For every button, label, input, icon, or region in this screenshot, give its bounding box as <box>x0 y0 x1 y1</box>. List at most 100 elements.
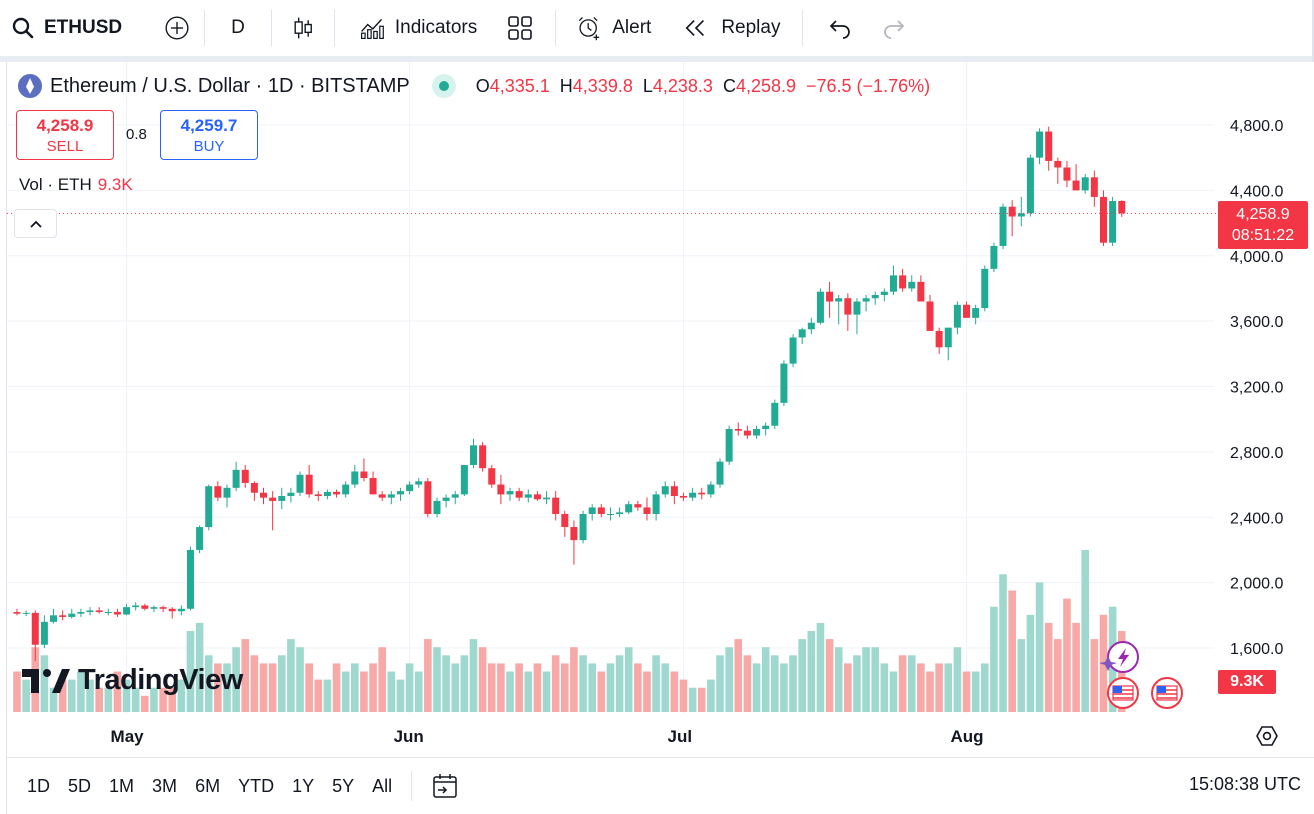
high-key: H <box>559 75 573 96</box>
candle-body <box>579 513 587 541</box>
range-6m[interactable]: 6M <box>195 775 221 796</box>
range-ytd[interactable]: YTD <box>238 775 275 796</box>
volume-bar <box>469 639 478 712</box>
candle-body <box>963 304 971 318</box>
chart-type-button[interactable] <box>276 8 330 48</box>
volume-bar <box>697 687 706 712</box>
range-1m[interactable]: 1M <box>109 775 135 796</box>
candle-body <box>470 445 477 465</box>
candle-body <box>1099 196 1107 243</box>
volume-bar <box>268 663 277 712</box>
symbol-title[interactable]: Ethereum / U.S. Dollar · 1D · BITSTAMP <box>50 74 410 97</box>
utc-clock[interactable]: 15:08:38 UTC <box>1188 774 1301 794</box>
volume-bar <box>168 687 177 712</box>
buy-button[interactable]: 4,259.7 BUY <box>160 110 258 160</box>
spread-value: 0.8 <box>126 126 147 143</box>
tradingview-logo[interactable]: TradingView <box>22 664 243 697</box>
tradingview-mark-icon <box>22 668 70 693</box>
volume-bar <box>752 663 761 712</box>
candle-body <box>816 291 824 323</box>
candle-body <box>168 608 176 612</box>
volume-bar <box>871 647 880 712</box>
candle-body <box>68 613 76 617</box>
volume-bar <box>378 647 386 712</box>
volume-bar <box>369 663 377 712</box>
candle-body <box>296 474 304 493</box>
interval-button[interactable]: D <box>209 8 267 48</box>
candle-body <box>333 491 341 495</box>
undo-button[interactable] <box>807 8 871 48</box>
candle-body <box>990 245 998 269</box>
change-value: −76.5 (−1.76%) <box>806 75 931 96</box>
volume-bar <box>716 655 724 712</box>
volume-bar <box>515 663 523 712</box>
indicators-button[interactable]: Indicators <box>339 8 487 48</box>
volume-bar <box>13 671 21 712</box>
candle-body <box>780 363 788 403</box>
tradingview-wordmark: TradingView <box>78 664 243 696</box>
market-open-icon[interactable] <box>431 74 456 98</box>
range-1d[interactable]: 1D <box>27 775 51 796</box>
candle-body <box>597 507 605 514</box>
range-5d[interactable]: 5D <box>68 775 92 796</box>
last-price-label[interactable]: 4,258.9 08:51:22 <box>1218 201 1308 249</box>
sell-button[interactable]: 4,258.9 SELL <box>16 110 114 160</box>
price-chart[interactable]: 4,800.0 4,400.0 4,000.0 3,600.0 3,200.0 2,800… <box>0 0 1314 757</box>
candle-body <box>771 402 779 426</box>
volume-bar <box>652 655 660 712</box>
compare-symbol-button[interactable] <box>154 8 200 48</box>
volume-bar <box>542 671 551 712</box>
volume-bar <box>478 647 487 712</box>
range-3m[interactable]: 3M <box>152 775 178 796</box>
volume-bar <box>341 671 350 712</box>
volume-bar <box>953 647 962 712</box>
volume-bar <box>798 639 806 712</box>
price-axis-label: 3,600.0 <box>1230 314 1283 331</box>
price-axis-label: 4,800.0 <box>1230 118 1283 135</box>
settings-icon[interactable] <box>1255 724 1279 748</box>
candle-body <box>643 507 651 514</box>
flag-canton <box>1113 686 1122 693</box>
symbol-search-button[interactable]: ETHUSD <box>0 8 132 48</box>
range-all[interactable]: All <box>372 775 393 796</box>
replay-button[interactable]: Replay <box>669 8 798 48</box>
bottom-toolbar: 1D 5D 1M 3M 6M YTD 1Y 5Y All 15:08:38 UT… <box>6 757 1314 814</box>
candle-body <box>981 268 989 309</box>
candle-body <box>1036 131 1044 158</box>
range-1y[interactable]: 1Y <box>292 775 315 796</box>
chart-pane[interactable] <box>6 62 1314 814</box>
volume-bar <box>1072 622 1080 712</box>
volume-bar <box>67 679 76 712</box>
candle-body <box>661 486 669 495</box>
alarm-clock-icon <box>579 16 600 41</box>
candle-body <box>387 494 395 498</box>
volume-bar <box>1035 582 1044 712</box>
layouts-button[interactable] <box>487 8 551 48</box>
collapse-legend-button[interactable] <box>14 209 57 238</box>
redo-button[interactable] <box>871 8 917 48</box>
time-axis-label: Jun <box>394 727 424 746</box>
volume-bar <box>332 663 341 712</box>
candle-body <box>205 486 213 528</box>
candle-body <box>223 487 231 498</box>
candle-body <box>369 478 377 495</box>
candle-body <box>698 492 706 495</box>
candle-body <box>22 612 30 614</box>
volume-legend[interactable]: Vol · ETH 9.3K <box>19 175 133 195</box>
replay-label: Replay <box>721 17 781 38</box>
volume-bar <box>780 663 788 712</box>
volume-bar <box>460 655 469 712</box>
alert-button[interactable]: Alert <box>560 8 669 48</box>
interval-label: D <box>231 17 245 38</box>
volume-bar <box>77 671 85 712</box>
calendar-goto-icon[interactable] <box>430 771 460 801</box>
candle-body <box>725 428 733 462</box>
separator <box>411 771 413 801</box>
volume-bar <box>487 663 496 712</box>
candle-body <box>606 513 614 515</box>
time-axis-label: May <box>111 727 145 746</box>
last-price: 4,258.9 <box>1236 206 1290 223</box>
range-5y[interactable]: 5Y <box>332 775 355 796</box>
candle-body <box>1045 131 1053 161</box>
volume-bar <box>789 655 797 712</box>
